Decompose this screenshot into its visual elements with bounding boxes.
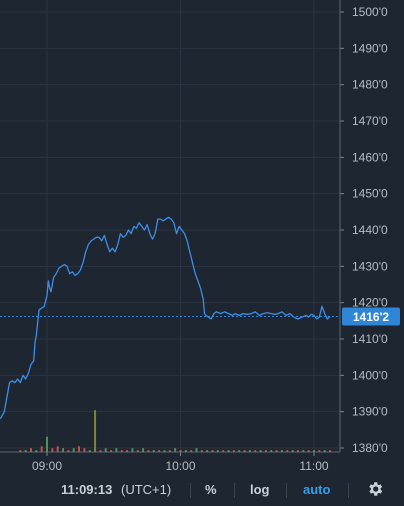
volume-bar: [62, 448, 65, 452]
volume-bar: [131, 448, 134, 452]
current-price-label: 1416'2: [353, 310, 390, 324]
volume-bar: [99, 450, 102, 452]
volume-bar: [152, 450, 155, 452]
volume-bar: [195, 448, 198, 452]
volume-bar: [307, 450, 310, 452]
toolbar-divider: [286, 483, 287, 498]
y-tick-label: 1460'0: [352, 150, 388, 164]
y-tick-label: 1420'0: [352, 296, 388, 310]
volume-bar: [115, 448, 118, 452]
volume-bar: [67, 450, 70, 452]
volume-bar: [313, 450, 315, 452]
volume-bar: [19, 450, 22, 452]
volume-bar: [126, 450, 129, 452]
volume-bar: [275, 450, 278, 452]
volume-bar: [286, 450, 289, 452]
volume-bar: [190, 450, 193, 452]
volume-bar: [94, 410, 97, 452]
volume-bar: [88, 450, 91, 452]
y-tick-label: 1380'0: [352, 441, 388, 455]
chart-background: [0, 0, 404, 475]
volume-bar: [110, 450, 113, 452]
volume-bar: [318, 450, 321, 452]
percent-scale-button[interactable]: %: [205, 482, 217, 497]
timezone-label[interactable]: (UTC+1): [121, 482, 172, 497]
volume-bar: [184, 450, 187, 452]
volume-bar: [329, 450, 332, 452]
x-tick-label: 10:00: [165, 459, 195, 473]
chart-toolbar: 11:09:13 (UTC+1) % log auto: [0, 475, 404, 506]
volume-bar: [302, 450, 305, 452]
volume-bar: [206, 450, 209, 452]
volume-bar: [163, 450, 166, 452]
x-tick-label: 09:00: [32, 459, 62, 473]
y-tick-label: 1390'0: [352, 405, 388, 419]
volume-bar: [291, 450, 294, 452]
volume-bar: [248, 450, 251, 452]
current-time: 11:09:13: [61, 482, 113, 497]
volume-bar: [280, 450, 283, 452]
volume-bar: [29, 448, 32, 452]
y-tick-label: 1400'0: [352, 368, 388, 382]
volume-bar: [222, 450, 225, 452]
toolbar-divider: [190, 483, 191, 498]
auto-scale-button[interactable]: auto: [303, 482, 331, 497]
volume-bar: [147, 450, 150, 452]
volume-bar: [56, 446, 59, 452]
volume-bar: [158, 450, 161, 452]
toolbar-divider: [234, 483, 235, 498]
volume-bar: [51, 448, 54, 452]
volume-bar: [254, 450, 257, 452]
volume-bar: [259, 450, 262, 452]
volume-bar: [136, 450, 139, 452]
price-chart[interactable]: 1500'0 1490'0 1480'0 1470'0 1460'0 1450'0 1440…: [0, 0, 404, 475]
volume-bar: [200, 450, 203, 452]
x-tick-label: 11:00: [299, 459, 328, 473]
current-price-badge: [342, 307, 400, 326]
y-tick-label: 1450'0: [352, 187, 388, 201]
volume-bar: [142, 448, 145, 452]
volume-bar: [104, 448, 107, 452]
volume-bar: [227, 450, 230, 452]
gear-icon[interactable]: [366, 480, 384, 501]
y-tick-label: 1470'0: [352, 114, 388, 128]
y-tick-label: 1410'0: [352, 332, 388, 346]
y-tick-label: 1490'0: [352, 41, 388, 55]
volume-bar: [216, 450, 219, 452]
volume-bar: [270, 450, 273, 452]
volume-bar: [264, 450, 267, 452]
y-tick-label: 1440'0: [352, 223, 388, 237]
volume-bar: [40, 446, 43, 452]
volume-bar: [35, 450, 38, 452]
log-scale-button[interactable]: log: [250, 482, 270, 497]
volume-bar: [238, 450, 241, 452]
volume-bar: [174, 448, 177, 452]
volume-bar: [24, 450, 27, 452]
volume-bar: [232, 450, 235, 452]
volume-bar: [323, 450, 326, 452]
price-series-line: [0, 216, 331, 420]
volume-bar: [211, 450, 214, 452]
volume-bar: [243, 450, 246, 452]
volume-bar: [78, 446, 81, 452]
volume-bar: [46, 436, 48, 452]
y-tick-label: 1480'0: [352, 78, 388, 92]
volume-bar: [179, 450, 182, 452]
y-tick-label: 1430'0: [352, 259, 388, 273]
volume-bar: [72, 448, 75, 452]
volume-bar: [296, 450, 299, 452]
chart-canvas[interactable]: 1500'0 1490'0 1480'0 1470'0 1460'0 1450'0 1440…: [0, 0, 404, 475]
volume-bar: [83, 448, 86, 452]
volume-bar: [120, 450, 123, 452]
y-tick-label: 1500'0: [352, 5, 388, 19]
toolbar-divider: [348, 483, 349, 498]
volume-bar: [168, 450, 171, 452]
